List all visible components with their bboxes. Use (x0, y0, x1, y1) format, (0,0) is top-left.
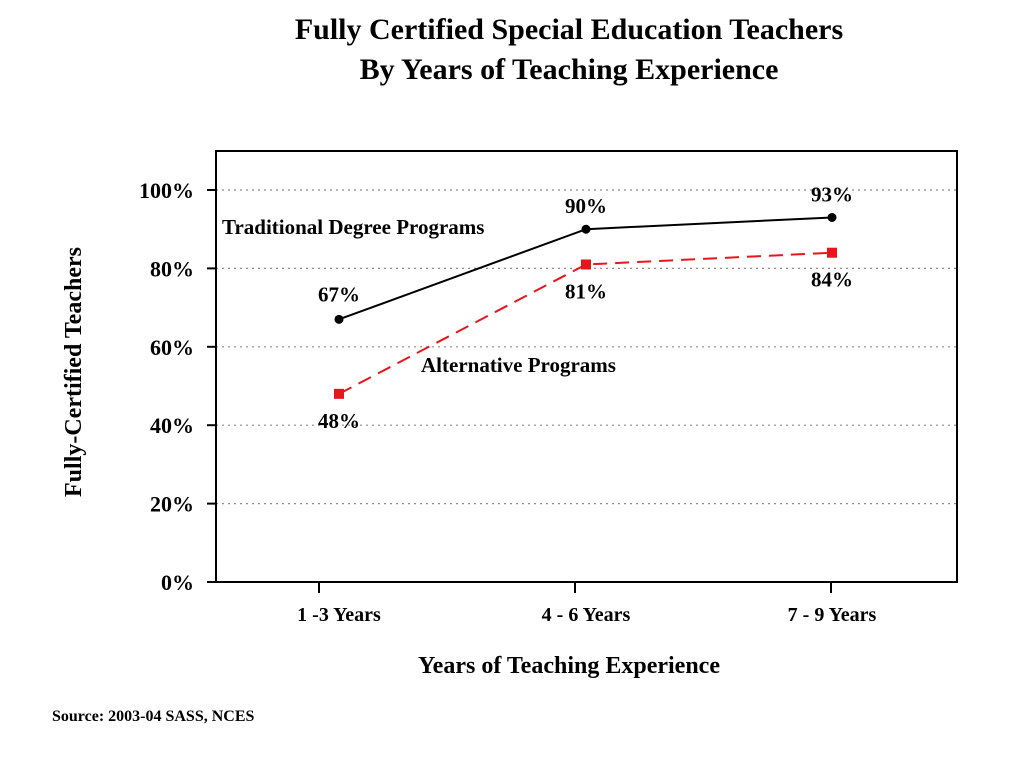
data-labels: 67% 90% 93% 48% 81% 84% (318, 182, 853, 432)
y-axis: 0% 20% 40% 60% 80% 100% (139, 178, 216, 595)
x-axis-label: Years of Teaching Experience (418, 653, 720, 679)
y-axis-label: Fully-Certified Teachers (61, 247, 87, 497)
data-label: 67% (318, 282, 360, 306)
source-note: Source: 2003-04 SASS, NCES (52, 708, 255, 725)
series-line-alternative (338, 251, 833, 395)
data-label: 48% (318, 409, 360, 433)
data-point (581, 259, 591, 270)
line-chart: 0% 20% 40% 60% 80% 100% 1 -3 Years 4 - 6 Years… (61, 150, 958, 679)
x-tick-label: 1 -3 Years (297, 604, 381, 626)
x-axis: 1 -3 Years 4 - 6 Years 7 - 9 Years (297, 582, 877, 626)
data-point (827, 247, 837, 258)
series-group (334, 212, 837, 399)
chart-title-line-2: By Years of Teaching Experience (359, 53, 779, 86)
y-tick-label: 100% (139, 178, 194, 203)
chart-title: Fully Certified Special Education Teache… (0, 10, 1024, 90)
series-name-traditional: Traditional Degree Programs (222, 215, 484, 239)
data-label: 84% (811, 268, 853, 292)
plot-frame (215, 150, 958, 583)
data-label: 93% (811, 182, 853, 206)
data-point (334, 314, 344, 324)
data-label: 90% (565, 194, 607, 218)
chart-title-line-1: Fully Certified Special Education Teache… (294, 13, 844, 46)
y-tick-label: 0% (161, 570, 194, 595)
data-point (827, 212, 837, 222)
data-label: 81% (565, 279, 607, 303)
data-point (581, 224, 591, 234)
y-tick-label: 80% (150, 256, 194, 281)
x-tick-label: 4 - 6 Years (542, 604, 631, 626)
y-tick-label: 60% (150, 335, 194, 360)
data-point (334, 388, 344, 399)
series-name-alternative: Alternative Programs (421, 353, 616, 377)
y-tick-label: 40% (150, 413, 194, 438)
x-tick-label: 7 - 9 Years (788, 604, 877, 626)
y-tick-label: 20% (150, 492, 194, 517)
